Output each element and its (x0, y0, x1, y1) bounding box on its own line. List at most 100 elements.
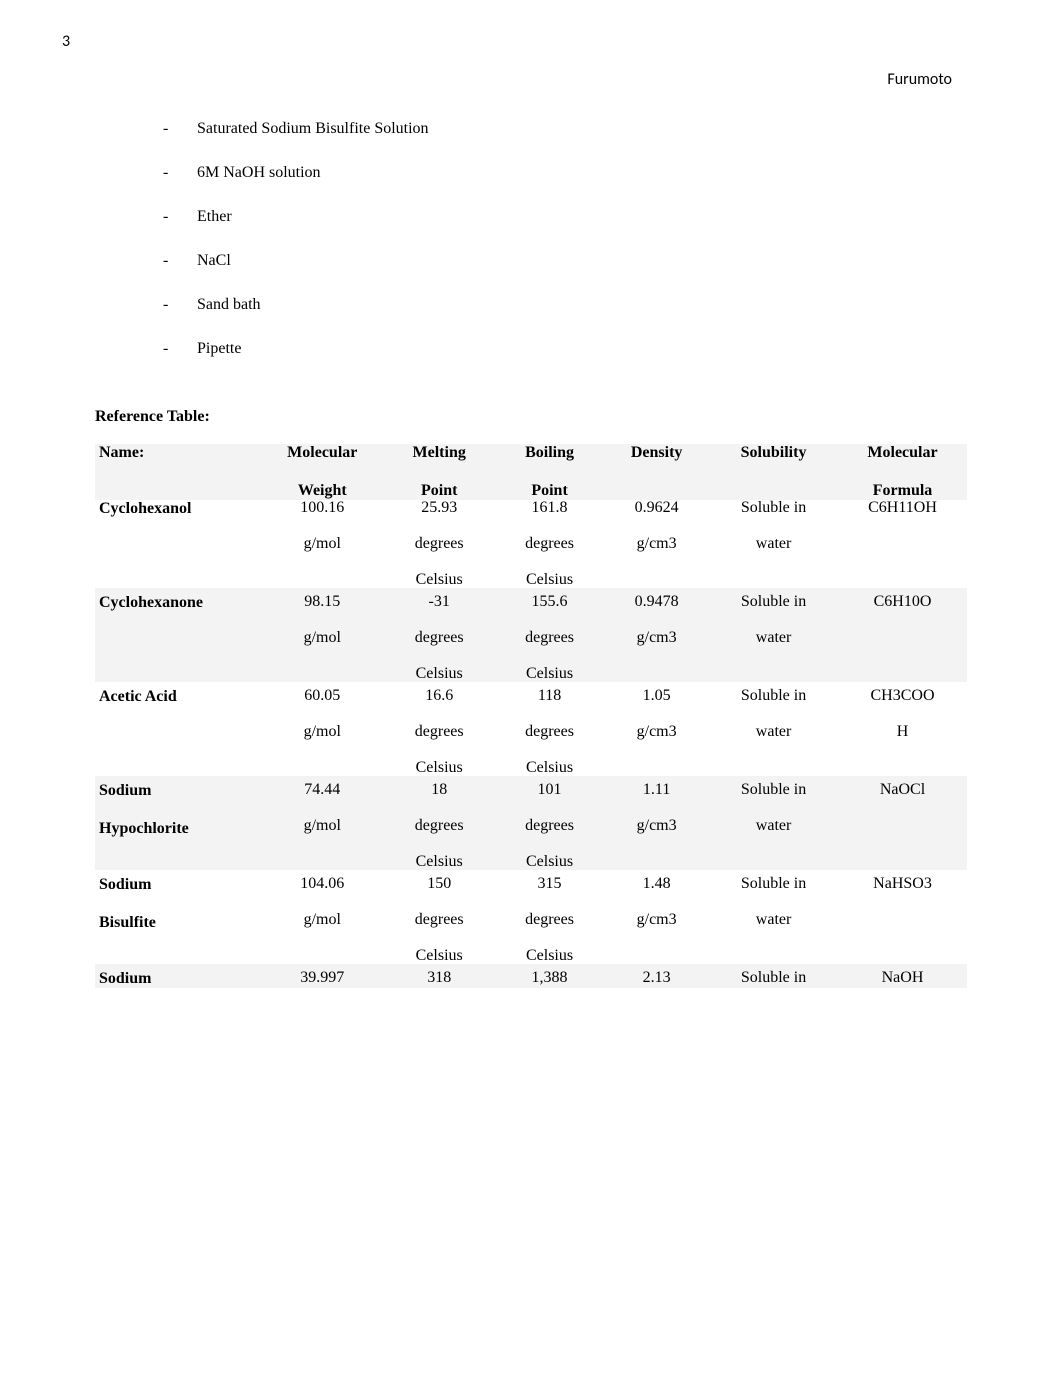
row-solubility-sub: water (709, 912, 838, 928)
row-solubility: Soluble in (709, 876, 838, 892)
row-name: Sodium (95, 970, 261, 988)
dash-icon: - (163, 164, 197, 182)
dash-icon: - (163, 120, 197, 138)
col-header-density: Density (604, 444, 709, 462)
table-row: Cyclohexanol 100.16 g/mol 25.93 degrees … (95, 500, 967, 588)
row-name-sub: Bisulfite (95, 914, 261, 932)
row-mp: 25.93 (383, 500, 494, 516)
row-name: Sodium (95, 876, 261, 894)
table-header-row: Name: Molecular Weight Melting Point Boi… (95, 444, 967, 500)
row-mp: 18 (383, 782, 494, 798)
col-header-mp: Melting (383, 444, 494, 462)
row-name: Cyclohexanol (95, 500, 261, 518)
row-formula: CH3COO (838, 688, 967, 704)
row-formula: NaHSO3 (838, 876, 967, 892)
row-mp-unit2: Celsius (383, 948, 494, 964)
list-item: - Sand bath (163, 296, 967, 314)
row-bp-unit1: degrees (495, 536, 604, 552)
materials-list: - Saturated Sodium Bisulfite Solution - … (95, 120, 967, 358)
col-header-bp-sub: Point (495, 482, 604, 500)
row-mp: 16.6 (383, 688, 494, 704)
list-item-label: NaCl (197, 252, 231, 270)
row-mp-unit1: degrees (383, 536, 494, 552)
row-density-unit: g/cm3 (604, 818, 709, 834)
row-mw: 98.15 (261, 594, 383, 610)
row-bp-unit1: degrees (495, 818, 604, 834)
row-bp: 161.8 (495, 500, 604, 516)
dash-icon: - (163, 208, 197, 226)
col-header-formula: Molecular (838, 444, 967, 462)
row-density-unit: g/cm3 (604, 630, 709, 646)
row-formula: C6H10O (838, 594, 967, 610)
row-mw: 100.16 (261, 500, 383, 516)
row-formula-sub: H (838, 724, 967, 740)
row-name: Acetic Acid (95, 688, 261, 706)
row-mp-unit2: Celsius (383, 666, 494, 682)
col-header-formula-sub: Formula (838, 482, 967, 500)
row-mw-unit: g/mol (261, 630, 383, 646)
list-item-label: Sand bath (197, 296, 261, 314)
row-bp: 315 (495, 876, 604, 892)
row-density-unit: g/cm3 (604, 536, 709, 552)
row-bp: 118 (495, 688, 604, 704)
col-header-mw: Molecular (261, 444, 383, 462)
row-density: 1.05 (604, 688, 709, 704)
col-header-solubility: Solubility (709, 444, 838, 462)
row-density: 2.13 (604, 970, 709, 986)
list-item: - Ether (163, 208, 967, 226)
table-row: Sodium 39.997 318 1,388 2.13 Soluble in … (95, 964, 967, 988)
row-density-unit: g/cm3 (604, 912, 709, 928)
row-bp: 155.6 (495, 594, 604, 610)
col-header-bp: Boiling (495, 444, 604, 462)
list-item: - Pipette (163, 340, 967, 358)
row-mp-unit2: Celsius (383, 854, 494, 870)
row-bp-unit1: degrees (495, 912, 604, 928)
row-mw-unit: g/mol (261, 912, 383, 928)
header-author-name: Furumoto (887, 70, 952, 89)
row-solubility-sub: water (709, 630, 838, 646)
row-formula: NaOCl (838, 782, 967, 798)
row-density: 1.11 (604, 782, 709, 798)
row-mp-unit2: Celsius (383, 572, 494, 588)
row-mw: 60.05 (261, 688, 383, 704)
row-density: 0.9478 (604, 594, 709, 610)
row-mw-unit: g/mol (261, 724, 383, 740)
row-density: 1.48 (604, 876, 709, 892)
row-solubility-sub: water (709, 536, 838, 552)
row-solubility-sub: water (709, 724, 838, 740)
row-formula: NaOH (838, 970, 967, 986)
row-mw-unit: g/mol (261, 818, 383, 834)
row-mw-unit: g/mol (261, 536, 383, 552)
dash-icon: - (163, 296, 197, 314)
page-number: 3 (62, 32, 70, 51)
table-row: Sodium Hypochlorite 74.44 g/mol 18 degre… (95, 776, 967, 870)
row-mw: 104.06 (261, 876, 383, 892)
row-mp: 150 (383, 876, 494, 892)
row-density: 0.9624 (604, 500, 709, 516)
reference-table-heading: Reference Table: (95, 408, 967, 426)
list-item-label: Saturated Sodium Bisulfite Solution (197, 120, 429, 138)
row-bp-unit2: Celsius (495, 666, 604, 682)
row-solubility: Soluble in (709, 688, 838, 704)
row-bp: 1,388 (495, 970, 604, 986)
list-item-label: 6M NaOH solution (197, 164, 321, 182)
table-row: Sodium Bisulfite 104.06 g/mol 150 degree… (95, 870, 967, 964)
row-bp-unit1: degrees (495, 630, 604, 646)
list-item-label: Pipette (197, 340, 241, 358)
list-item-label: Ether (197, 208, 232, 226)
row-bp-unit2: Celsius (495, 760, 604, 776)
list-item: - Saturated Sodium Bisulfite Solution (163, 120, 967, 138)
dash-icon: - (163, 340, 197, 358)
row-solubility: Soluble in (709, 970, 838, 986)
row-mw: 74.44 (261, 782, 383, 798)
col-header-mw-sub: Weight (261, 482, 383, 500)
row-name: Cyclohexanone (95, 594, 261, 612)
row-mp-unit1: degrees (383, 724, 494, 740)
row-bp-unit2: Celsius (495, 948, 604, 964)
row-name-sub: Hypochlorite (95, 820, 261, 838)
row-solubility: Soluble in (709, 782, 838, 798)
dash-icon: - (163, 252, 197, 270)
row-formula: C6H11OH (838, 500, 967, 516)
row-solubility-sub: water (709, 818, 838, 834)
list-item: - 6M NaOH solution (163, 164, 967, 182)
